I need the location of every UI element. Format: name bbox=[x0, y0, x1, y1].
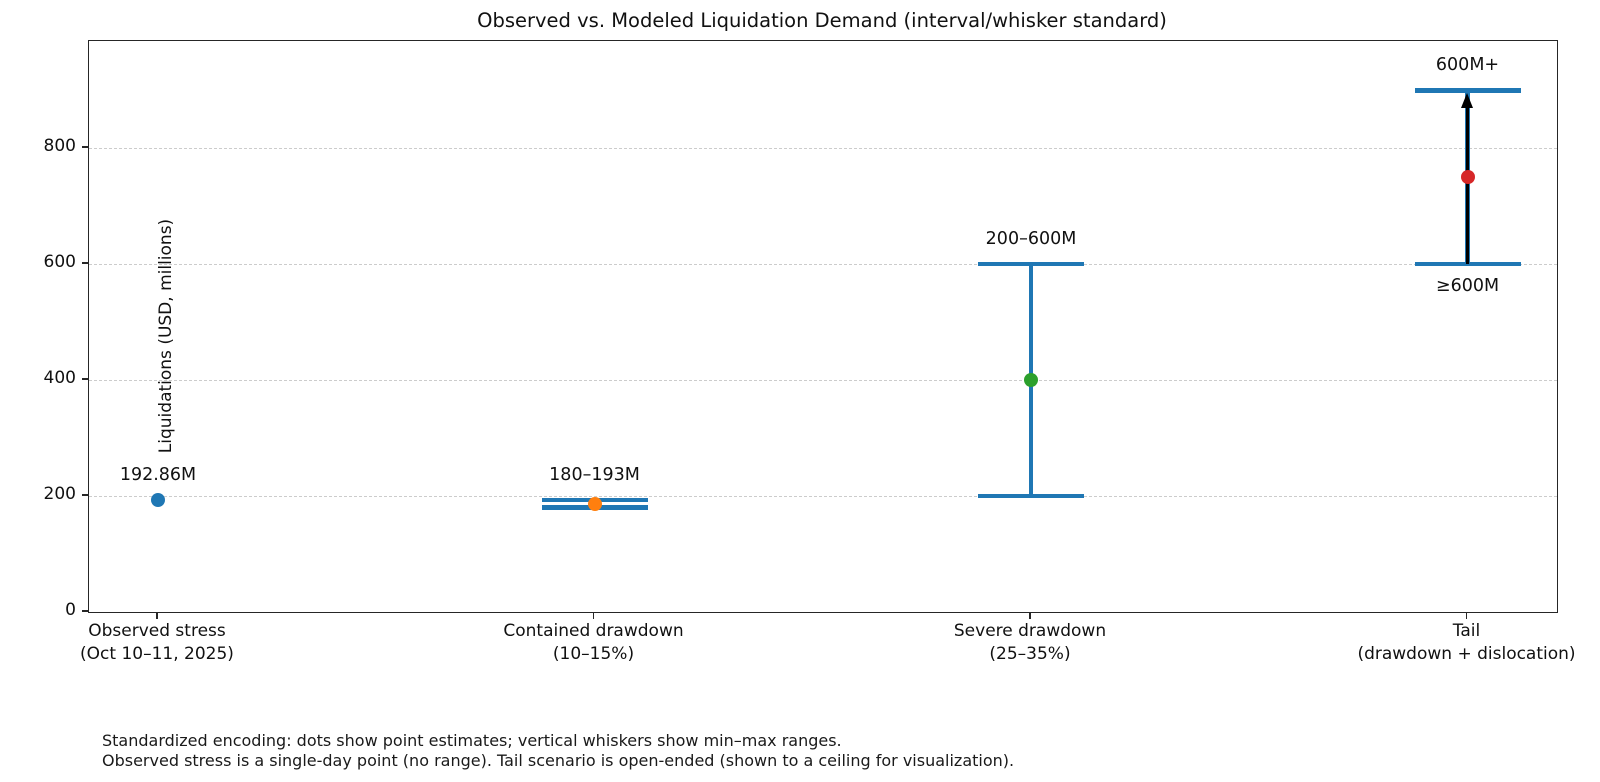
whisker-cap bbox=[978, 261, 1084, 267]
x-tick-mark bbox=[592, 613, 595, 619]
x-tick-label-line: Severe drawdown bbox=[953, 621, 1107, 641]
x-tick-label-line: Observed stress bbox=[88, 621, 226, 641]
y-axis-label: Liquidations (USD, millions) bbox=[156, 218, 176, 454]
y-tick-label: 800 bbox=[43, 136, 76, 157]
y-tick-mark bbox=[82, 262, 88, 264]
plot-area: Liquidations (USD, millions) 192.86M 180–… bbox=[88, 40, 1558, 613]
annotation-label: 180–193M bbox=[549, 465, 640, 486]
y-tick-label: 400 bbox=[43, 368, 76, 389]
data-point bbox=[1024, 373, 1038, 388]
whisker-cap bbox=[978, 493, 1084, 499]
x-tick-label: Severe drawdown (25–35%) bbox=[954, 620, 1106, 665]
footnote-line2: Observed stress is a single-day point (n… bbox=[102, 751, 1015, 770]
y-tick-mark bbox=[82, 610, 88, 612]
annotation-label: 192.86M bbox=[119, 465, 197, 486]
data-point bbox=[151, 493, 165, 508]
x-tick-label-line: (25–35%) bbox=[989, 643, 1071, 664]
whisker-cap bbox=[1414, 261, 1521, 267]
x-tick-mark bbox=[156, 613, 158, 619]
data-point bbox=[1460, 170, 1475, 185]
x-tick-label: Observed stress (Oct 10–11, 2025) bbox=[80, 620, 234, 665]
annotation-label: ≥600M bbox=[1435, 276, 1500, 297]
chart-title: Observed vs. Modeled Liquidation Demand … bbox=[477, 9, 1167, 32]
y-tick-mark bbox=[82, 378, 88, 380]
x-tick-label-line: Contained drawdown bbox=[503, 621, 684, 641]
footnote: Standardized encoding: dots show point e… bbox=[102, 731, 1014, 771]
x-tick-label-line: (Oct 10–11, 2025) bbox=[80, 643, 234, 664]
gridline bbox=[89, 264, 1557, 266]
x-tick-mark bbox=[1465, 613, 1468, 619]
x-tick-label: Contained drawdown (10–15%) bbox=[503, 620, 683, 665]
gridline bbox=[89, 148, 1557, 150]
y-tick-label: 600 bbox=[43, 252, 76, 273]
gridline bbox=[89, 496, 1557, 498]
y-tick-label: 200 bbox=[43, 484, 76, 505]
whisker-cap bbox=[1414, 87, 1521, 93]
x-tick-label-line: (10–15%) bbox=[552, 643, 635, 664]
annotation-label: 200–600M bbox=[985, 229, 1077, 250]
open-ended-arrow bbox=[1466, 104, 1469, 265]
footnote-line1: Standardized encoding: dots show point e… bbox=[102, 731, 842, 750]
y-tick-mark bbox=[82, 146, 88, 149]
y-tick-label: 0 bbox=[65, 600, 76, 620]
x-tick-label-line: Tail bbox=[1452, 621, 1481, 641]
x-tick-mark bbox=[1029, 613, 1031, 619]
data-point bbox=[587, 496, 602, 511]
gridline bbox=[89, 380, 1557, 382]
annotation-label: 600M+ bbox=[1435, 55, 1500, 76]
y-tick-mark bbox=[82, 494, 88, 496]
arrowhead-icon bbox=[1461, 93, 1473, 109]
x-tick-label-line: (drawdown + dislocation) bbox=[1357, 643, 1576, 664]
x-tick-label: Tail (drawdown + dislocation) bbox=[1357, 620, 1575, 665]
